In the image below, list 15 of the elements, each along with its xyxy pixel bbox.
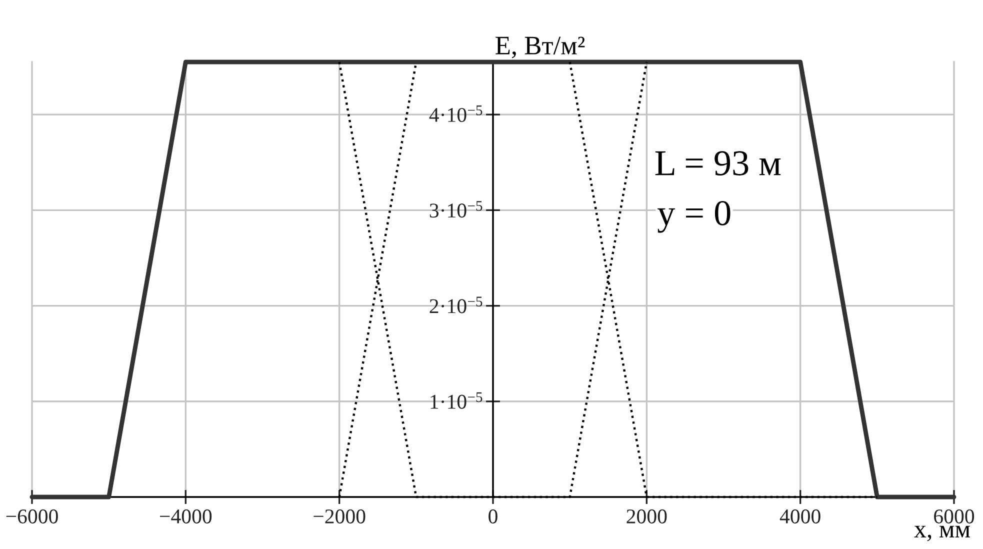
y-axis-title: E, Вт/м² — [496, 36, 585, 58]
x-tick-label: 2000 — [626, 509, 667, 524]
annotation: L = 93 м — [655, 151, 781, 176]
x-axis-title: x, мм — [914, 526, 970, 542]
x-tick-label: 4000 — [780, 509, 820, 524]
y-tick-label: 2·10$^{−5}$ — [430, 296, 482, 314]
annotation: y = 0 — [658, 200, 730, 233]
x-tick-label: −4000 — [160, 509, 212, 524]
y-tick-label: 4·10$^{−5}$ — [429, 106, 482, 122]
x-tick-label: −2000 — [314, 509, 366, 524]
x-tick-label: −6000 — [6, 509, 58, 524]
x-tick-label: 6000 — [934, 509, 974, 524]
y-tick-label: 1·10$^{−5}$ — [430, 392, 482, 409]
y-tick-label: 3·10$^{−5}$ — [430, 201, 482, 218]
x-tick-label: 0 — [488, 509, 498, 524]
